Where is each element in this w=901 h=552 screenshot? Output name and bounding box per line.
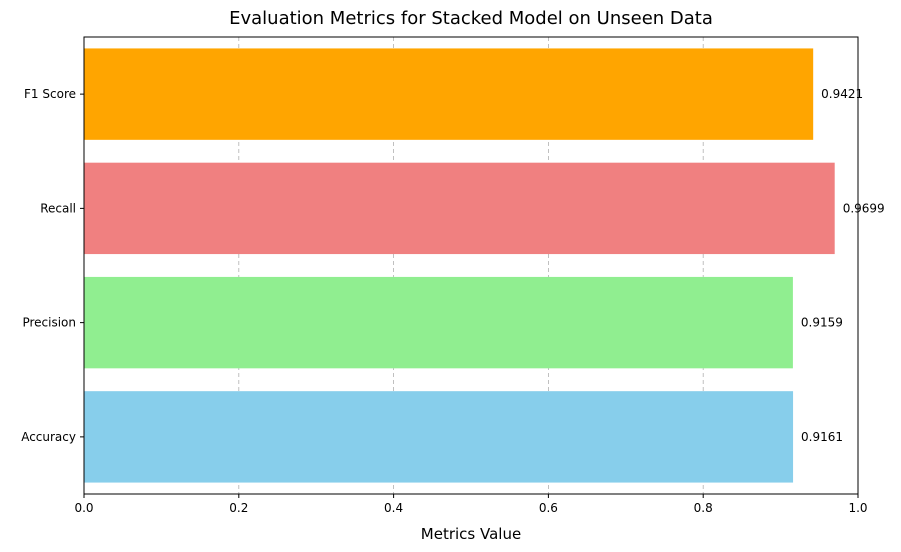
x-tick-label: 0.4 <box>384 501 403 515</box>
plot-frame <box>83 36 859 495</box>
bar-f1-score <box>84 48 814 140</box>
bar-accuracy <box>84 391 794 483</box>
x-tick-label: 0.2 <box>229 501 248 515</box>
bar-recall <box>84 162 835 255</box>
x-tick-label: 0.6 <box>539 501 558 515</box>
y-tick-label: Precision <box>22 316 76 330</box>
data-label: 0.9159 <box>801 316 843 330</box>
chart-title: Evaluation Metrics for Stacked Model on … <box>229 8 713 29</box>
value-labels: 0.9161 0.9159 0.9699 0.9421 <box>801 87 885 444</box>
data-label: 0.9699 <box>843 201 885 215</box>
y-tick-label: Accuracy <box>21 430 76 444</box>
x-axis-label: Metrics Value <box>421 525 521 543</box>
x-tick-label: 0.8 <box>694 501 713 515</box>
y-tick-label: F1 Score <box>24 87 76 101</box>
x-axis-ticks: 0.0 0.2 0.4 0.6 0.8 1.0 <box>74 494 868 515</box>
data-label: 0.9421 <box>821 87 863 101</box>
x-tick-label: 1.0 <box>848 501 867 515</box>
x-tick-label: 0.0 <box>74 501 93 515</box>
bar-precision <box>84 276 793 369</box>
y-tick-label: Recall <box>40 201 76 215</box>
data-label: 0.9161 <box>801 430 843 444</box>
y-axis-ticks: Accuracy Precision Recall F1 Score <box>21 87 84 444</box>
bars <box>84 48 835 483</box>
